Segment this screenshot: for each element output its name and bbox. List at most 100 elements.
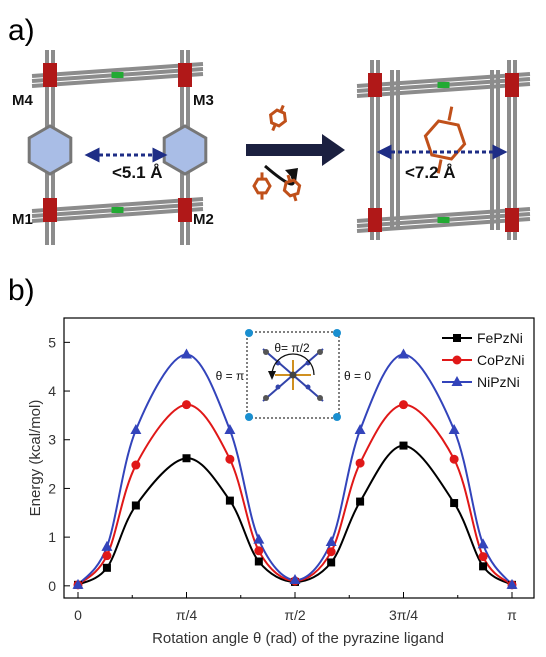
data-point-CoPzNi [225,454,235,464]
data-point-NiPzNi [224,424,236,434]
guest-ring [269,108,287,128]
legend-marker [452,355,462,365]
inset-label-left: θ = π [216,369,245,383]
data-point-FePzNi [182,454,191,463]
linker-center-node [437,82,450,88]
data-point-NiPzNi [289,573,301,584]
data-point-FePzNi [399,441,408,450]
data-point-NiPzNi [72,578,84,589]
linker-rod [356,207,531,223]
metal-node [505,208,519,232]
x-axis-ticks: 0 π/4 π/2 3π/4 π [74,592,517,623]
linker-rod [356,82,531,98]
linker-rod [31,207,204,223]
data-point-FePzNi [450,499,459,508]
inset-atom [317,349,323,355]
legend-label: FePzNi [477,330,523,346]
guest-methyl [436,159,443,174]
y-axis-label: Energy (kcal/mol) [27,400,44,517]
metal-node [178,63,192,87]
linker-rod [31,197,204,213]
data-point-NiPzNi [130,424,142,434]
inset-corner-node [245,329,253,337]
legend-label: NiPzNi [477,374,520,390]
data-point-CoPzNi [399,400,409,410]
x-tick-label: 3π/4 [389,607,418,623]
data-point-CoPzNi [449,454,459,464]
metal-label-m1: M1 [12,211,33,228]
x-tick-label: π [507,607,517,623]
guest-molecules [252,104,467,202]
inset-label-right: θ = 0 [344,369,371,383]
metal-node [43,198,57,222]
guest-methyl [286,174,292,181]
plot-frame [63,317,535,599]
metal-node [178,198,192,222]
data-point-FePzNi [327,558,336,567]
y-tick-label: 4 [48,383,56,399]
data-point-NiPzNi [506,578,518,589]
metal-label-m4: M4 [12,92,33,109]
inset-rotation-arrowhead [268,371,276,380]
data-point-CoPzNi [131,460,141,470]
data-point-NiPzNi [101,540,113,551]
series-curves [77,353,513,586]
data-point-CoPzNi [355,458,365,468]
panel-a-label: a) [8,14,35,47]
data-point-CoPzNi [182,400,192,410]
y-tick-label: 5 [48,334,56,350]
data-point-FePzNi [356,497,365,506]
inset-atom [317,395,323,401]
data-point-NiPzNi [253,533,265,544]
metal-node [368,208,382,232]
legend: FePzNi CoPzNi NiPzNi [442,330,524,390]
right-distance-label: <7.2 Å [405,163,456,182]
metal-node [43,63,57,87]
series-markers [72,348,518,590]
x-axis-label: Rotation angle θ (rad) of the pyrazine l… [152,630,444,647]
linker-rod [356,72,531,88]
guest-ring [423,119,467,161]
inset-corner-node [333,329,341,337]
data-point-NiPzNi [398,348,410,359]
linker-rod [356,217,531,233]
data-point-FePzNi [479,562,488,571]
linker-rod [31,72,204,88]
x-tick-label: 0 [74,607,82,623]
inset-atom [263,395,269,401]
y-tick-label: 2 [48,480,56,496]
data-point-NiPzNi [477,538,489,549]
y-tick-label: 3 [48,432,56,448]
guest-ring [282,178,302,198]
inset-rotation-arc [271,353,315,376]
data-point-CoPzNi [478,552,488,562]
data-point-CoPzNi [254,546,264,556]
process-arrow [246,134,345,166]
x-tick-label: π/2 [284,607,306,623]
guest-methyl [447,106,454,121]
data-point-FePzNi [225,496,234,505]
curved-arrow-head [285,168,298,182]
curved-arrow [264,164,295,186]
data-point-NiPzNi [325,536,337,546]
guest-methyl [292,195,298,202]
guest-methyl [271,124,277,132]
inset-atom [263,349,269,355]
data-point-FePzNi [102,563,111,572]
inset-atom [305,384,311,390]
panel-a-structures [27,50,531,245]
data-point-FePzNi [254,557,263,566]
metal-node [368,73,382,97]
series-line-FePzNi [77,444,513,586]
data-point-NiPzNi [354,424,366,434]
data-point-CoPzNi [326,547,336,557]
legend-marker [453,334,461,342]
inset-corner-node [333,413,341,421]
guest-ring [252,177,272,195]
inset-center-atom [289,371,297,379]
y-tick-label: 1 [48,529,56,545]
left-distance-label: <5.1 Å [112,163,163,182]
inset-diagram: θ= π/2 θ = π θ = 0 [216,329,371,421]
metal-label-m3: M3 [193,92,214,109]
